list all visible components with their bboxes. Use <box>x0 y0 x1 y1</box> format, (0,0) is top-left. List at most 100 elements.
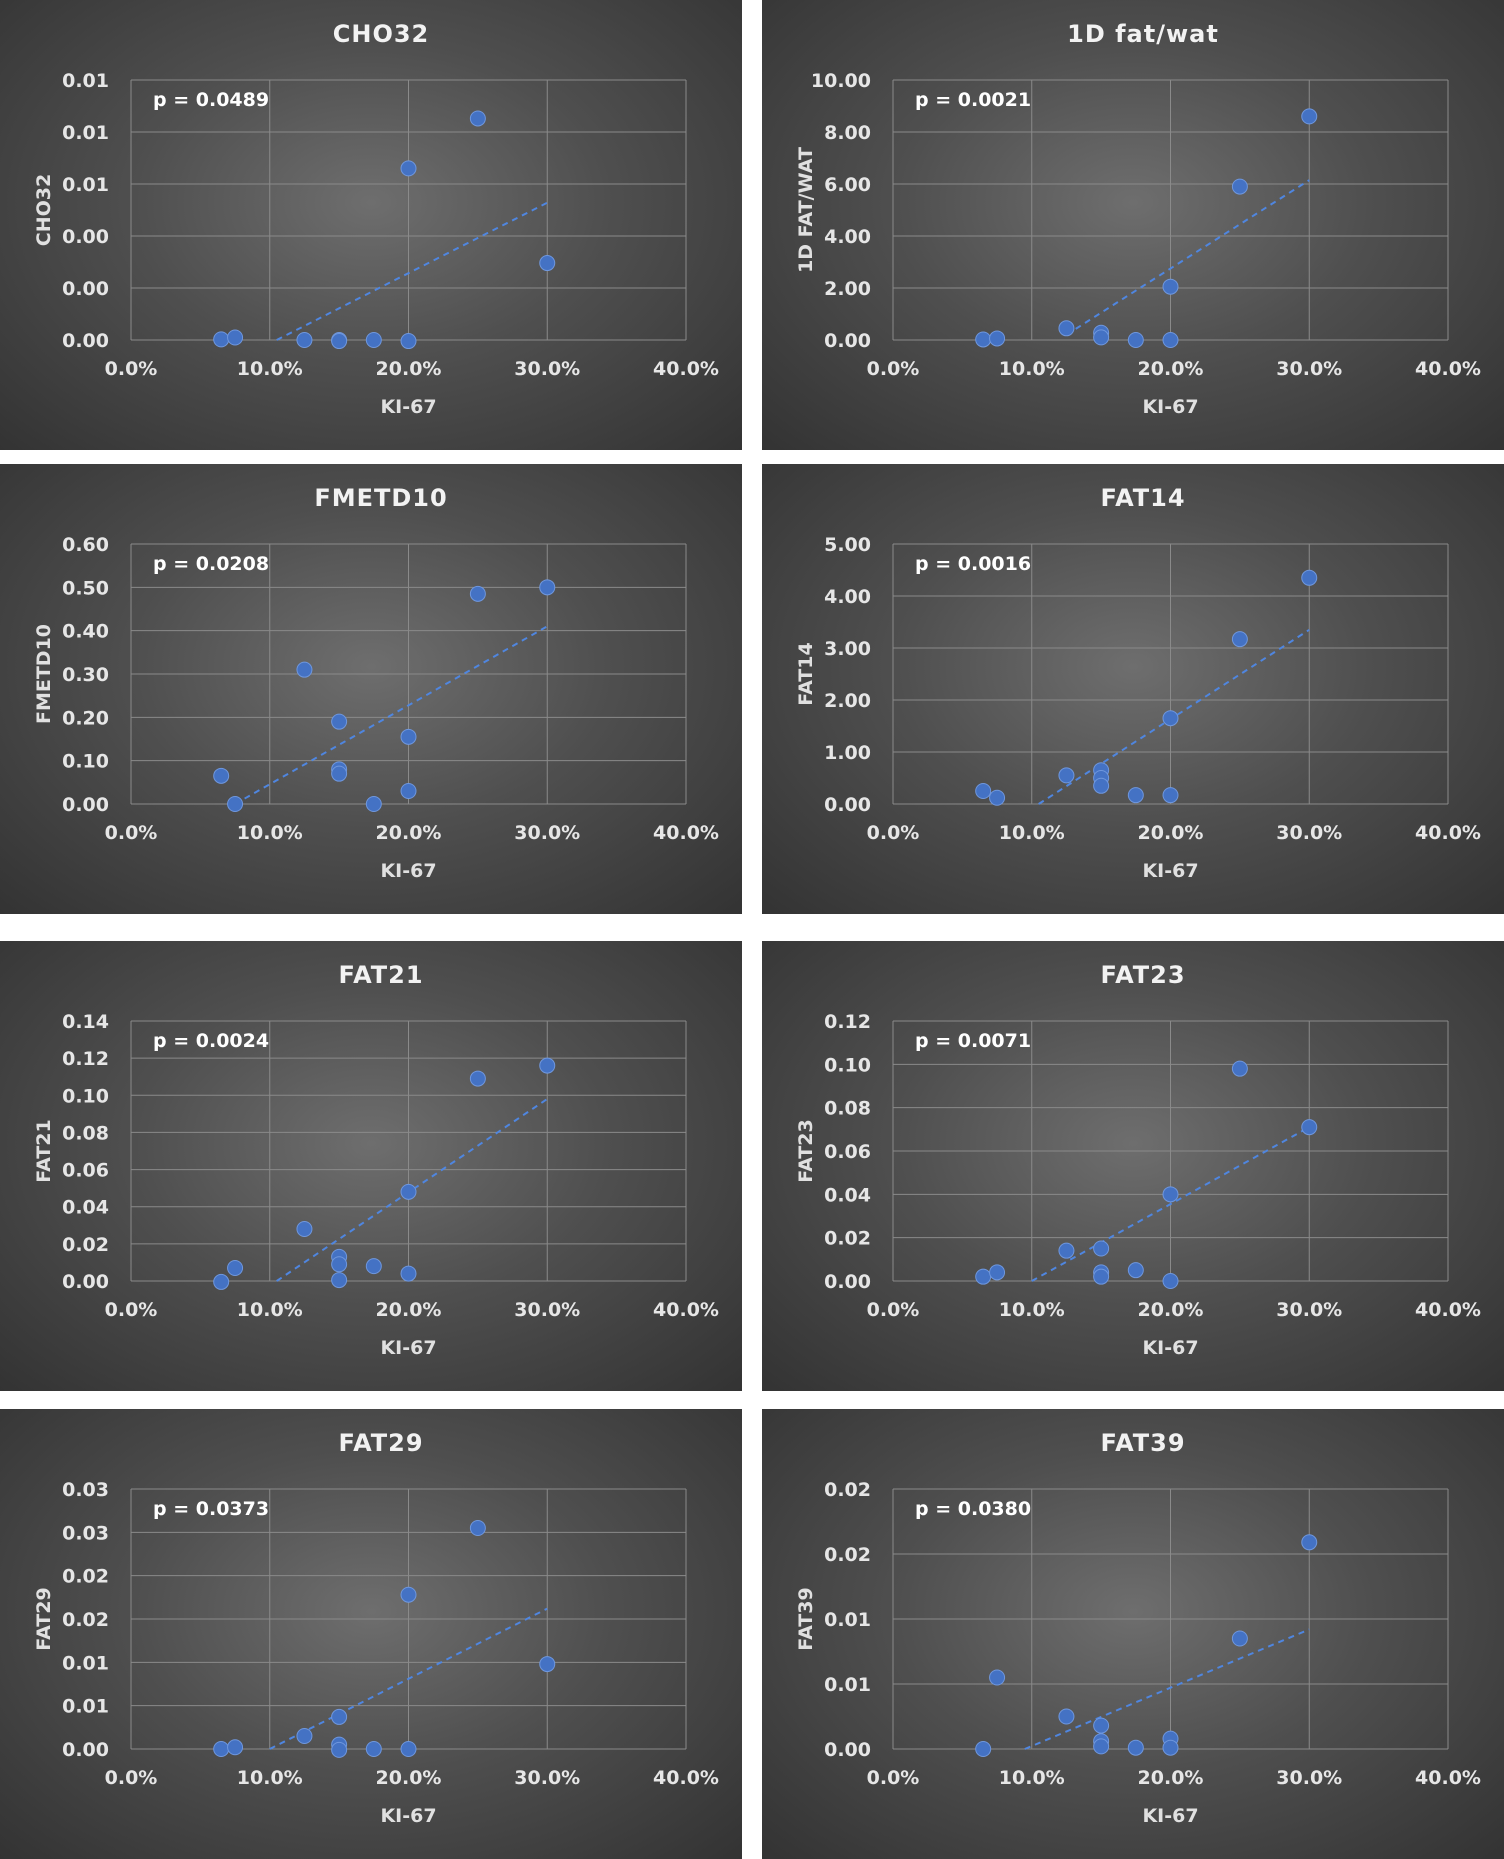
y-axis-label: CHO32 <box>33 174 55 246</box>
trendline <box>234 625 548 805</box>
data-point <box>989 1669 1006 1686</box>
data-point <box>1231 1630 1248 1647</box>
x-tick-label: 0.0% <box>867 822 920 844</box>
x-tick-label: 10.0% <box>999 358 1065 380</box>
data-point <box>975 783 992 799</box>
data-point <box>1162 710 1179 727</box>
x-tick-label: 10.0% <box>237 358 303 380</box>
y-tick-label: 0.40 <box>62 621 109 643</box>
data-point <box>400 1586 417 1603</box>
y-tick-label: 0.01 <box>62 122 109 144</box>
trendline <box>1024 1628 1310 1750</box>
p-value-annotation: p = 0.0373 <box>153 1498 269 1520</box>
y-tick-label: 0.10 <box>62 1085 109 1107</box>
data-point <box>400 1741 417 1757</box>
x-tick-label: 0.0% <box>867 1767 920 1789</box>
p-value-annotation: p = 0.0024 <box>153 1030 269 1052</box>
trendline <box>269 1607 548 1750</box>
data-point <box>1162 787 1179 804</box>
data-point <box>296 1728 313 1744</box>
data-point <box>365 1741 382 1757</box>
data-point <box>469 1520 486 1536</box>
data-point <box>227 796 244 812</box>
y-tick-label: 0.00 <box>824 1271 871 1293</box>
x-tick-label: 10.0% <box>237 1299 303 1321</box>
scatter-chart: FAT29 0.00 0.01 0.01 0.02 0.02 0.03 0.03 0.0% 10.… <box>33 1429 719 1827</box>
data-point <box>1162 1186 1179 1203</box>
y-tick-label: 0.00 <box>824 1739 871 1761</box>
y-tick-label: 0.30 <box>62 664 109 686</box>
x-axis-label: KI-67 <box>380 1805 436 1827</box>
y-tick-label: 0.00 <box>62 226 109 248</box>
chart-panel-fat29: FAT29 0.00 0.01 0.01 0.02 0.02 0.03 0.03 0.0% 10.… <box>0 1409 742 1859</box>
y-tick-label: 6.00 <box>824 174 871 196</box>
p-value-annotation: p = 0.0380 <box>915 1498 1031 1520</box>
y-tick-label: 0.00 <box>62 1739 109 1761</box>
y-tick-label: 4.00 <box>824 586 871 608</box>
x-tick-label: 30.0% <box>514 822 580 844</box>
y-tick-label: 0.10 <box>62 751 109 773</box>
x-tick-label: 30.0% <box>1276 1299 1342 1321</box>
x-tick-label: 10.0% <box>999 1299 1065 1321</box>
y-tick-label: 0.01 <box>62 1652 109 1674</box>
x-tick-label: 0.0% <box>105 822 158 844</box>
data-point <box>469 1070 486 1087</box>
y-axis-label: FAT23 <box>795 1119 817 1182</box>
y-tick-label: 0.01 <box>62 174 109 196</box>
y-tick-label: 0.60 <box>62 534 109 556</box>
y-axis-label: FMETD10 <box>33 624 55 724</box>
chart-title: 1D fat/wat <box>1067 20 1219 48</box>
x-tick-label: 40.0% <box>1415 1767 1481 1789</box>
y-tick-label: 0.00 <box>62 1271 109 1293</box>
x-tick-label: 0.0% <box>105 358 158 380</box>
data-point <box>213 1741 230 1757</box>
y-tick-label: 0.02 <box>824 1544 871 1566</box>
data-point <box>1058 767 1075 784</box>
data-point <box>1058 1242 1075 1259</box>
trendline <box>276 201 548 341</box>
data-point <box>1093 1738 1110 1755</box>
data-point <box>296 661 313 678</box>
y-axis-label: FAT21 <box>33 1119 55 1182</box>
chart-title: FAT21 <box>338 961 423 989</box>
data-point <box>1231 1060 1248 1077</box>
x-axis-label: KI-67 <box>380 860 436 882</box>
data-point <box>975 1268 992 1285</box>
x-tick-label: 40.0% <box>653 822 719 844</box>
data-point <box>400 783 417 799</box>
data-point <box>1162 278 1179 295</box>
y-tick-label: 0.02 <box>824 1479 871 1501</box>
data-point <box>1162 332 1179 348</box>
p-value-annotation: p = 0.0021 <box>915 89 1031 111</box>
chart-title: CHO32 <box>333 20 430 48</box>
x-tick-label: 10.0% <box>237 822 303 844</box>
x-tick-label: 20.0% <box>376 1299 442 1321</box>
p-value-annotation: p = 0.0016 <box>915 553 1031 575</box>
data-point <box>213 1273 230 1290</box>
x-tick-label: 0.0% <box>105 1767 158 1789</box>
data-point <box>331 1256 348 1273</box>
data-point <box>331 1741 348 1758</box>
y-tick-label: 0.03 <box>62 1479 109 1501</box>
x-axis-label: KI-67 <box>380 1337 436 1359</box>
chart-panel-fmetd10: FMETD10 0.00 0.10 0.20 0.30 0.40 0.50 0.60 0.0% 1… <box>0 464 742 914</box>
data-point <box>365 332 382 348</box>
data-point <box>400 728 417 745</box>
y-axis-label: FAT14 <box>795 642 817 705</box>
data-point <box>400 1183 417 1200</box>
y-tick-label: 0.06 <box>824 1141 871 1163</box>
y-tick-label: 2.00 <box>824 690 871 712</box>
data-point <box>1127 787 1144 804</box>
data-point <box>1127 1739 1144 1756</box>
data-point <box>331 1272 348 1289</box>
chart-title: FMETD10 <box>314 484 447 512</box>
data-point <box>365 796 382 812</box>
y-tick-label: 0.01 <box>824 1609 871 1631</box>
y-tick-label: 0.06 <box>62 1160 109 1182</box>
data-point <box>1301 569 1318 586</box>
data-point <box>989 330 1006 347</box>
data-point <box>1093 1240 1110 1257</box>
data-point <box>331 333 348 350</box>
chart-title: FAT23 <box>1100 961 1185 989</box>
data-point <box>331 765 348 782</box>
